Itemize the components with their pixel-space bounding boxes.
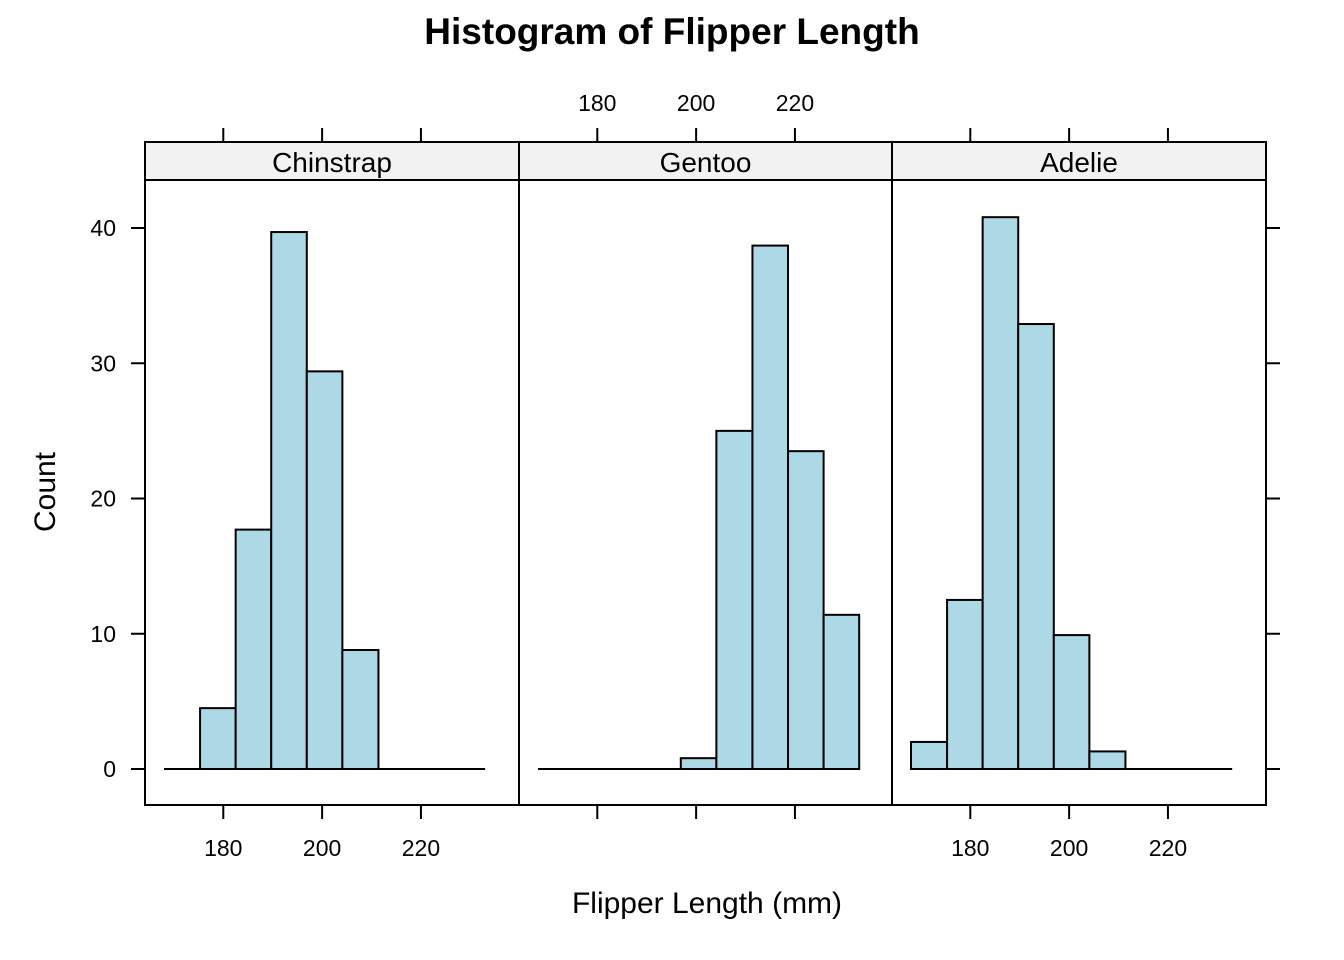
histogram-bar xyxy=(234,528,273,770)
strip-label: Gentoo xyxy=(660,147,752,178)
histogram-bar xyxy=(981,216,1020,770)
y-axis-label: Count xyxy=(29,451,62,532)
plot-frame xyxy=(144,141,1267,806)
histogram-bar xyxy=(751,244,790,770)
x-tick-label: 220 xyxy=(1149,835,1187,861)
histogram-bar xyxy=(341,648,380,770)
panel-adelie: Adelie xyxy=(892,142,1266,771)
histogram-bar xyxy=(787,450,825,770)
x-tick-label-top: 220 xyxy=(776,90,814,116)
y-tick-label: 20 xyxy=(90,486,116,512)
plot-area: Chinstrap Gentoo Adelie 0 10 20 30 40 180 200 220 1… xyxy=(90,90,1280,861)
strip-background xyxy=(519,142,892,180)
x-tick-label: 220 xyxy=(402,835,440,861)
x-tick-label-top: 200 xyxy=(677,90,715,116)
histogram-bar xyxy=(305,370,344,770)
y-tick-label: 0 xyxy=(103,756,116,782)
histogram-bar xyxy=(679,757,718,770)
strip-background xyxy=(145,142,519,180)
histogram-bar xyxy=(822,613,861,770)
histogram-bar xyxy=(946,598,984,770)
x-tick-label: 180 xyxy=(204,835,242,861)
panel-chinstrap: Chinstrap xyxy=(145,142,519,771)
histogram-bar xyxy=(1017,323,1055,770)
histogram-bar xyxy=(270,231,308,770)
strip-background xyxy=(892,142,1266,180)
x-axis-label: Flipper Length (mm) xyxy=(572,887,842,920)
histogram-bar xyxy=(199,707,237,771)
panel-gentoo: Gentoo xyxy=(519,142,892,770)
x-tick-label: 200 xyxy=(303,835,341,861)
histogram-bar xyxy=(910,740,949,771)
x-tick-label: 180 xyxy=(951,835,989,861)
histogram-bar xyxy=(715,429,754,770)
y-tick-label: 40 xyxy=(90,215,116,241)
y-tick-label: 10 xyxy=(90,621,116,647)
histogram-bar xyxy=(1088,750,1127,770)
strip-label: Adelie xyxy=(1040,147,1118,178)
chart-title: Histogram of Flipper Length xyxy=(424,11,919,52)
y-tick-label: 30 xyxy=(90,350,116,376)
x-tick-label: 200 xyxy=(1050,835,1088,861)
histogram-bar xyxy=(1052,634,1091,770)
x-tick-label-top: 180 xyxy=(578,90,616,116)
strip-label: Chinstrap xyxy=(272,147,392,178)
